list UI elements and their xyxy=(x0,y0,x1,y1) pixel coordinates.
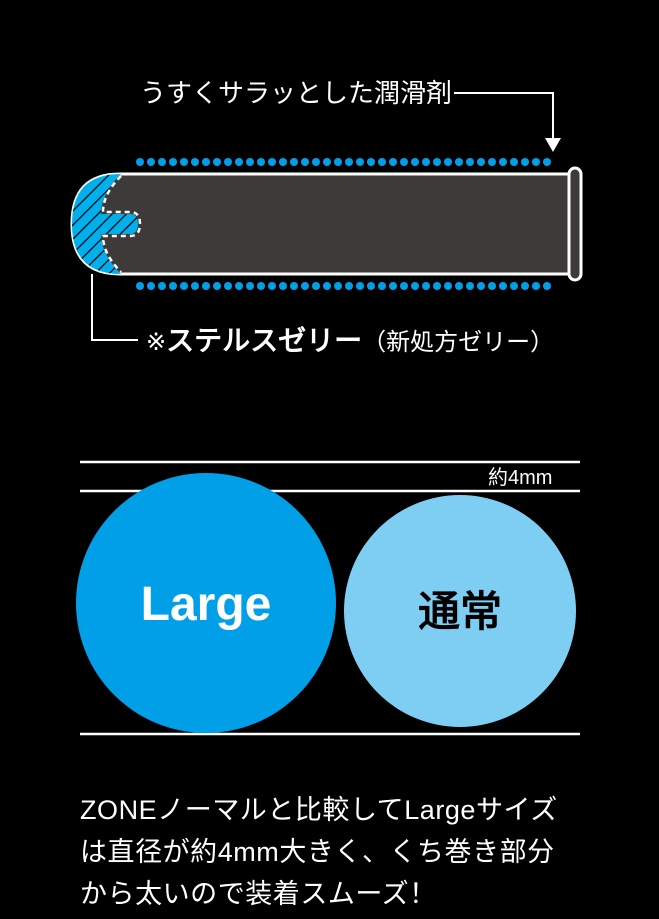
product-body xyxy=(72,174,569,274)
bottom-label-bold: ステルスゼリー xyxy=(166,325,362,356)
diagram-svg: うすくサラッとした潤滑剤 ※ステルスゼリー（新処方ゼリー） xyxy=(0,0,659,919)
product-rim xyxy=(569,168,581,280)
bottom-leader-line xyxy=(92,274,138,340)
size-compare-group: 約4mm Large 通常 xyxy=(76,462,580,734)
top-label-text: うすくサラッとした潤滑剤 xyxy=(140,78,452,108)
lube-dots-top xyxy=(136,158,551,166)
description-text: ZONEノーマルと比較してLargeサイズは直径が約4mm大きく、くち巻き部分か… xyxy=(80,790,580,916)
top-leader-arrow xyxy=(545,138,561,152)
large-circle-label: Large xyxy=(141,578,272,631)
top-leader-line xyxy=(454,93,553,140)
bottom-label-prefix: ※ xyxy=(146,329,166,356)
infographic-stage: うすくサラッとした潤滑剤 ※ステルスゼリー（新処方ゼリー） xyxy=(0,0,659,919)
product-diagram xyxy=(72,158,581,290)
gap-label: 約4mm xyxy=(488,466,552,489)
top-label-group: うすくサラッとした潤滑剤 xyxy=(140,78,561,152)
bottom-label-text: ※ステルスゼリー（新処方ゼリー） xyxy=(146,325,554,356)
lube-dots-bottom xyxy=(136,282,551,290)
bottom-label-suffix: （新処方ゼリー） xyxy=(362,329,554,356)
normal-circle-label: 通常 xyxy=(418,588,502,635)
